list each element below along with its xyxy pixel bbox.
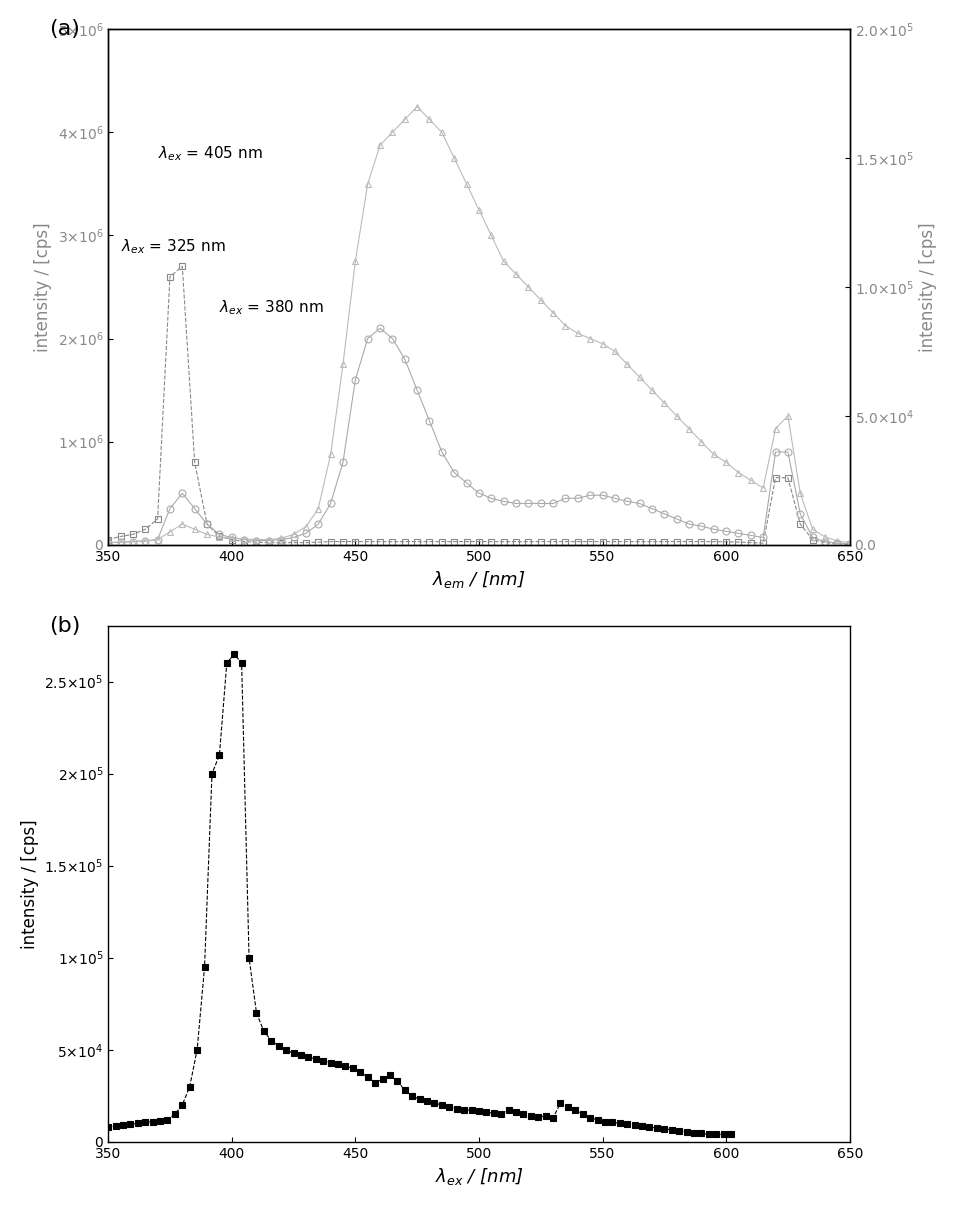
- Y-axis label: intensity / [cps]: intensity / [cps]: [34, 222, 52, 352]
- Y-axis label: intensity / [cps]: intensity / [cps]: [919, 222, 937, 352]
- X-axis label: $\lambda_{ex}$ / [nm]: $\lambda_{ex}$ / [nm]: [435, 1166, 523, 1187]
- Text: $\lambda_{ex}$ = 325 nm: $\lambda_{ex}$ = 325 nm: [121, 237, 225, 256]
- Text: $\lambda_{ex}$ = 405 nm: $\lambda_{ex}$ = 405 nm: [158, 144, 262, 163]
- Y-axis label: intensity / [cps]: intensity / [cps]: [21, 819, 39, 948]
- Text: $\lambda_{ex}$ = 380 nm: $\lambda_{ex}$ = 380 nm: [219, 298, 324, 318]
- X-axis label: $\lambda_{em}$ / [nm]: $\lambda_{em}$ / [nm]: [432, 569, 526, 591]
- Text: (b): (b): [49, 616, 80, 637]
- Text: (a): (a): [49, 19, 80, 39]
